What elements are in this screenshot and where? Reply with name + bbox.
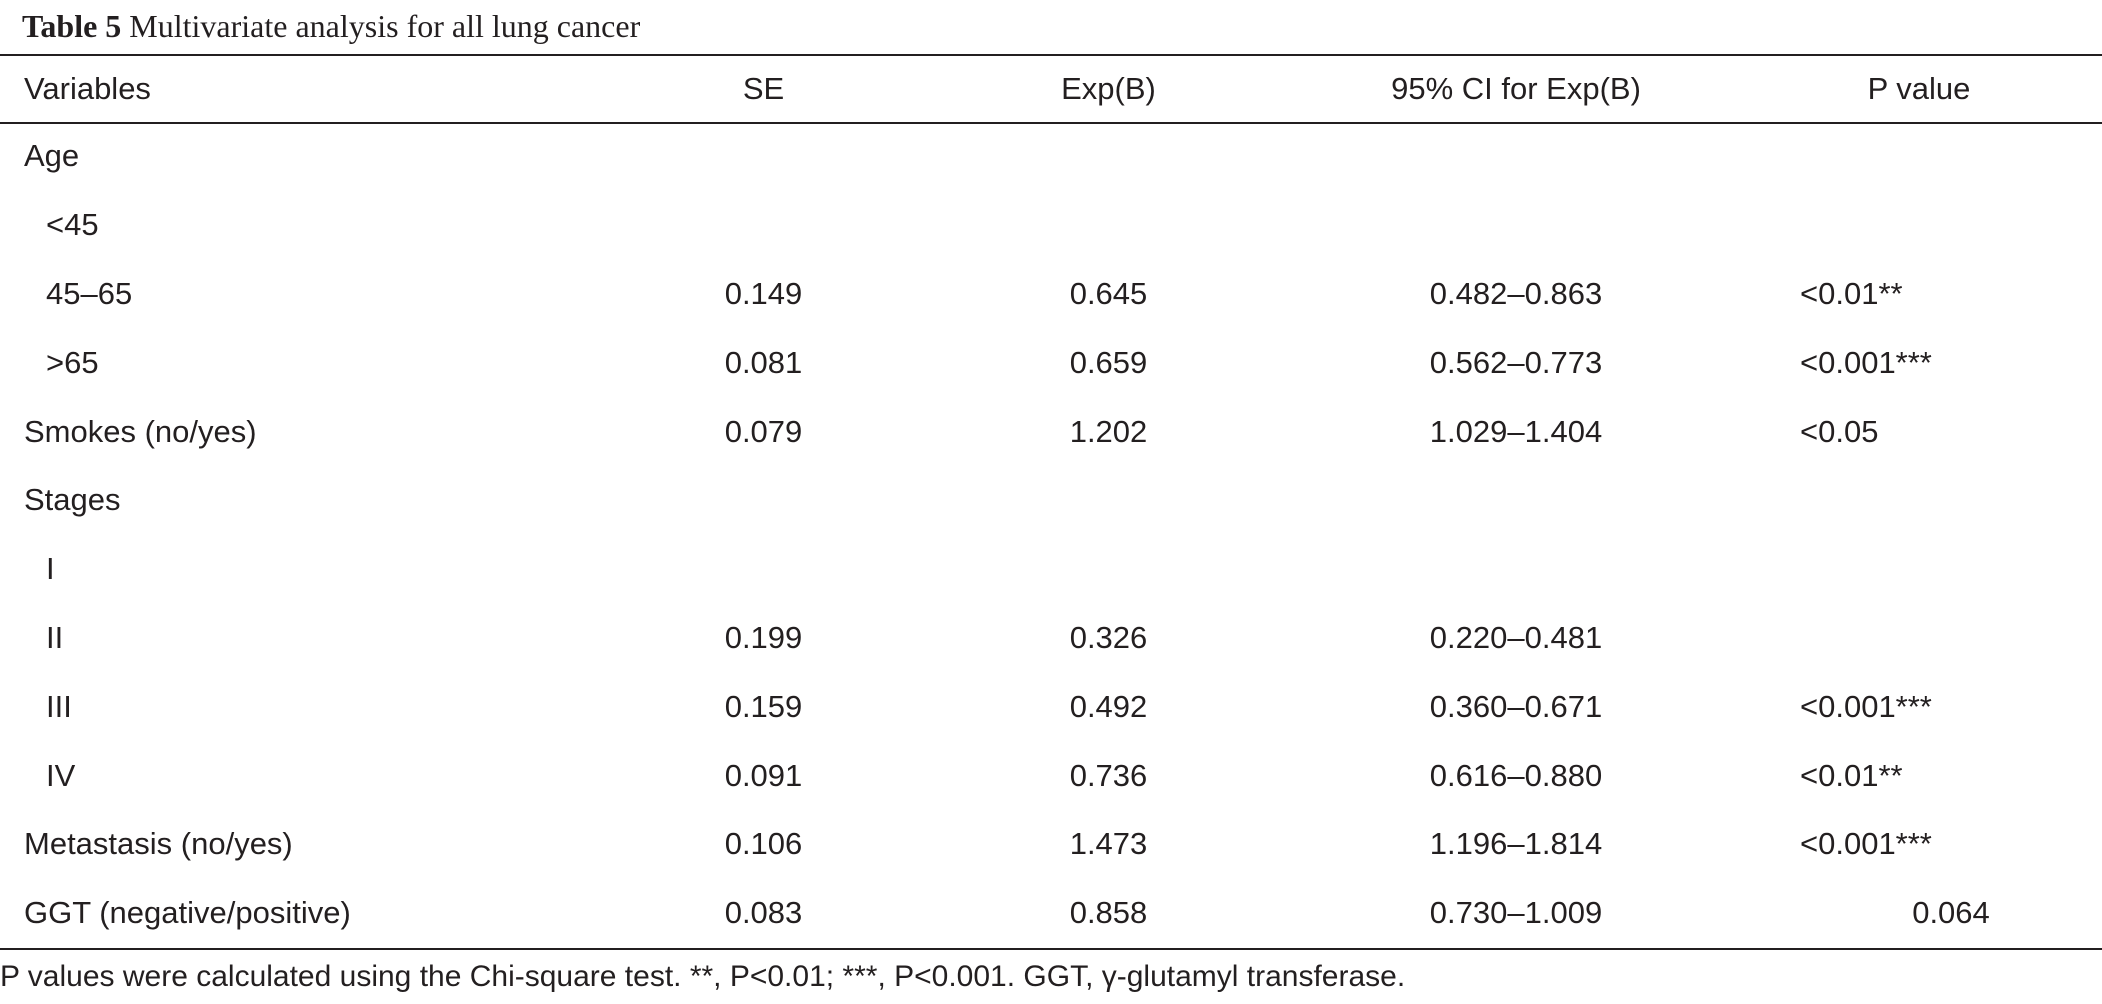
column-header-ci: 95% CI for Exp(B)	[1391, 71, 1641, 106]
cell-exp-b	[921, 191, 1296, 260]
table-body: Age <45 45–65 0.149 0.645 0.482–0.863 <0.01** >…	[0, 122, 2102, 948]
table-row: >65 0.081 0.659 0.562–0.773 <0.001***	[0, 328, 2102, 397]
cell-variable: III	[46, 688, 72, 724]
cell-se: 0.091	[724, 757, 803, 793]
cell-p-value: <0.001***	[1800, 688, 1932, 724]
column-header-exp-b: Exp(B)	[1061, 71, 1156, 106]
cell-exp-b: 0.736	[1069, 757, 1148, 793]
cell-variable: 45–65	[46, 275, 133, 311]
cell-exp-b: 1.473	[1069, 826, 1148, 862]
top-rule	[0, 54, 2102, 56]
cell-ci	[1296, 191, 1736, 260]
table-row: III 0.159 0.492 0.360–0.671 <0.001***	[0, 672, 2102, 741]
cell-variable: GGT (negative/positive)	[24, 895, 351, 931]
cell-ci: 0.482–0.863	[1429, 275, 1603, 311]
table-row: 45–65 0.149 0.645 0.482–0.863 <0.01**	[0, 260, 2102, 329]
cell-p-value: <0.05	[1800, 413, 1879, 449]
cell-se: 0.079	[724, 413, 803, 449]
cell-ci	[1296, 122, 1736, 191]
column-header-se: SE	[742, 71, 785, 106]
cell-se: 0.199	[724, 619, 803, 655]
table-row: IV 0.091 0.736 0.616–0.880 <0.01**	[0, 741, 2102, 810]
table-row: <45	[0, 191, 2102, 260]
cell-variable: II	[46, 619, 64, 655]
cell-ci: 1.029–1.404	[1429, 413, 1603, 449]
cell-se	[606, 122, 921, 191]
cell-se	[606, 191, 921, 260]
cell-se: 0.149	[724, 275, 803, 311]
cell-p-value: <0.01**	[1800, 275, 1903, 311]
cell-exp-b: 0.858	[1069, 895, 1148, 931]
cell-exp-b: 0.492	[1069, 688, 1148, 724]
table-row: Age	[0, 122, 2102, 191]
table-title: Multivariate analysis for all lung cance…	[129, 8, 641, 44]
cell-ci	[1296, 535, 1736, 604]
cell-ci: 0.562–0.773	[1429, 344, 1603, 380]
cell-variable: <45	[46, 207, 99, 243]
cell-se: 0.083	[724, 895, 803, 931]
cell-exp-b: 0.645	[1069, 275, 1148, 311]
cell-p-value: <0.001***	[1800, 344, 1932, 380]
cell-p-value	[1736, 466, 2102, 535]
table-row: Smokes (no/yes) 0.079 1.202 1.029–1.404 <0.0…	[0, 397, 2102, 466]
cell-exp-b	[921, 535, 1296, 604]
cell-variable: >65	[46, 344, 99, 380]
cell-exp-b: 1.202	[1069, 413, 1148, 449]
cell-se: 0.159	[724, 688, 803, 724]
cell-ci: 0.220–0.481	[1429, 619, 1603, 655]
cell-ci	[1296, 466, 1736, 535]
cell-p-value: <0.001***	[1800, 826, 1932, 862]
cell-ci: 0.616–0.880	[1429, 757, 1603, 793]
cell-p-value: 0.064	[1912, 895, 1990, 931]
cell-p-value: <0.01**	[1800, 757, 1903, 793]
cell-variable: I	[46, 551, 55, 587]
table-header: Variables SE Exp(B) 95% CI for Exp(B) P …	[0, 56, 2102, 122]
column-header-variables: Variables	[24, 71, 151, 106]
cell-p-value	[1736, 122, 2102, 191]
column-header-p-value: P value	[1867, 71, 1971, 106]
cell-p-value	[1736, 191, 2102, 260]
table-row: II 0.199 0.326 0.220–0.481	[0, 604, 2102, 673]
cell-variable: IV	[46, 757, 76, 793]
cell-variable: Smokes (no/yes)	[24, 413, 257, 449]
cell-ci: 0.730–1.009	[1429, 895, 1603, 931]
cell-variable: Age	[24, 138, 80, 174]
header-rule	[0, 122, 2102, 124]
results-table: Variables SE Exp(B) 95% CI for Exp(B) P …	[0, 56, 2102, 948]
cell-ci: 0.360–0.671	[1429, 688, 1603, 724]
table-number: Table 5	[22, 8, 122, 44]
bottom-rule	[0, 948, 2102, 950]
table-row: Metastasis (no/yes) 0.106 1.473 1.196–1.814…	[0, 810, 2102, 879]
cell-exp-b: 0.659	[1069, 344, 1148, 380]
cell-se	[606, 535, 921, 604]
cell-variable: Metastasis (no/yes)	[24, 826, 293, 862]
cell-exp-b	[921, 466, 1296, 535]
cell-se	[606, 466, 921, 535]
header-row: Variables SE Exp(B) 95% CI for Exp(B) P …	[0, 56, 2102, 122]
table-caption: Table 5 Multivariate analysis for all lu…	[22, 6, 640, 46]
cell-p-value	[1736, 535, 2102, 604]
cell-exp-b	[921, 122, 1296, 191]
table-row: GGT (negative/positive) 0.083 0.858 0.730–1…	[0, 879, 2102, 948]
table-row: I	[0, 535, 2102, 604]
cell-se: 0.106	[724, 826, 803, 862]
cell-se: 0.081	[724, 344, 803, 380]
cell-ci: 1.196–1.814	[1429, 826, 1603, 862]
table-footnote: P values were calculated using the Chi-s…	[0, 960, 1406, 993]
cell-variable: Stages	[24, 482, 121, 518]
cell-p-value	[1736, 604, 2102, 673]
cell-exp-b: 0.326	[1069, 619, 1148, 655]
table-row: Stages	[0, 466, 2102, 535]
